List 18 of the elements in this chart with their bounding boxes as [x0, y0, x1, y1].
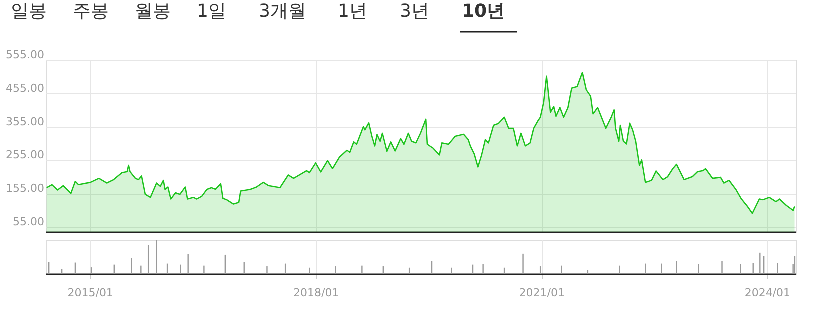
text: 1일 — [197, 1, 226, 22]
y-tick-label: 555.00 — [6, 48, 44, 62]
text: 3개월 — [259, 1, 306, 22]
y-tick-label: 55.00 — [13, 215, 44, 228]
text: 주봉 — [73, 1, 109, 22]
y-tick-label: 455.00 — [6, 82, 44, 95]
y-tick-label: 155.00 — [6, 182, 44, 196]
text: 10년 — [462, 1, 506, 22]
y-tick-label: 255.00 — [6, 148, 44, 162]
text: 3년 — [400, 1, 430, 22]
x-tick-label: 2018/01 — [293, 286, 340, 300]
x-tick-label: 2024/01 — [744, 286, 791, 300]
text: 일봉 — [11, 1, 47, 22]
x-tick-label: 2021/01 — [519, 286, 565, 300]
text: 월봉 — [135, 1, 171, 22]
y-tick-label: 355.00 — [6, 115, 44, 128]
text: 1년 — [338, 1, 368, 22]
x-tick-label: 2015/01 — [68, 286, 114, 300]
